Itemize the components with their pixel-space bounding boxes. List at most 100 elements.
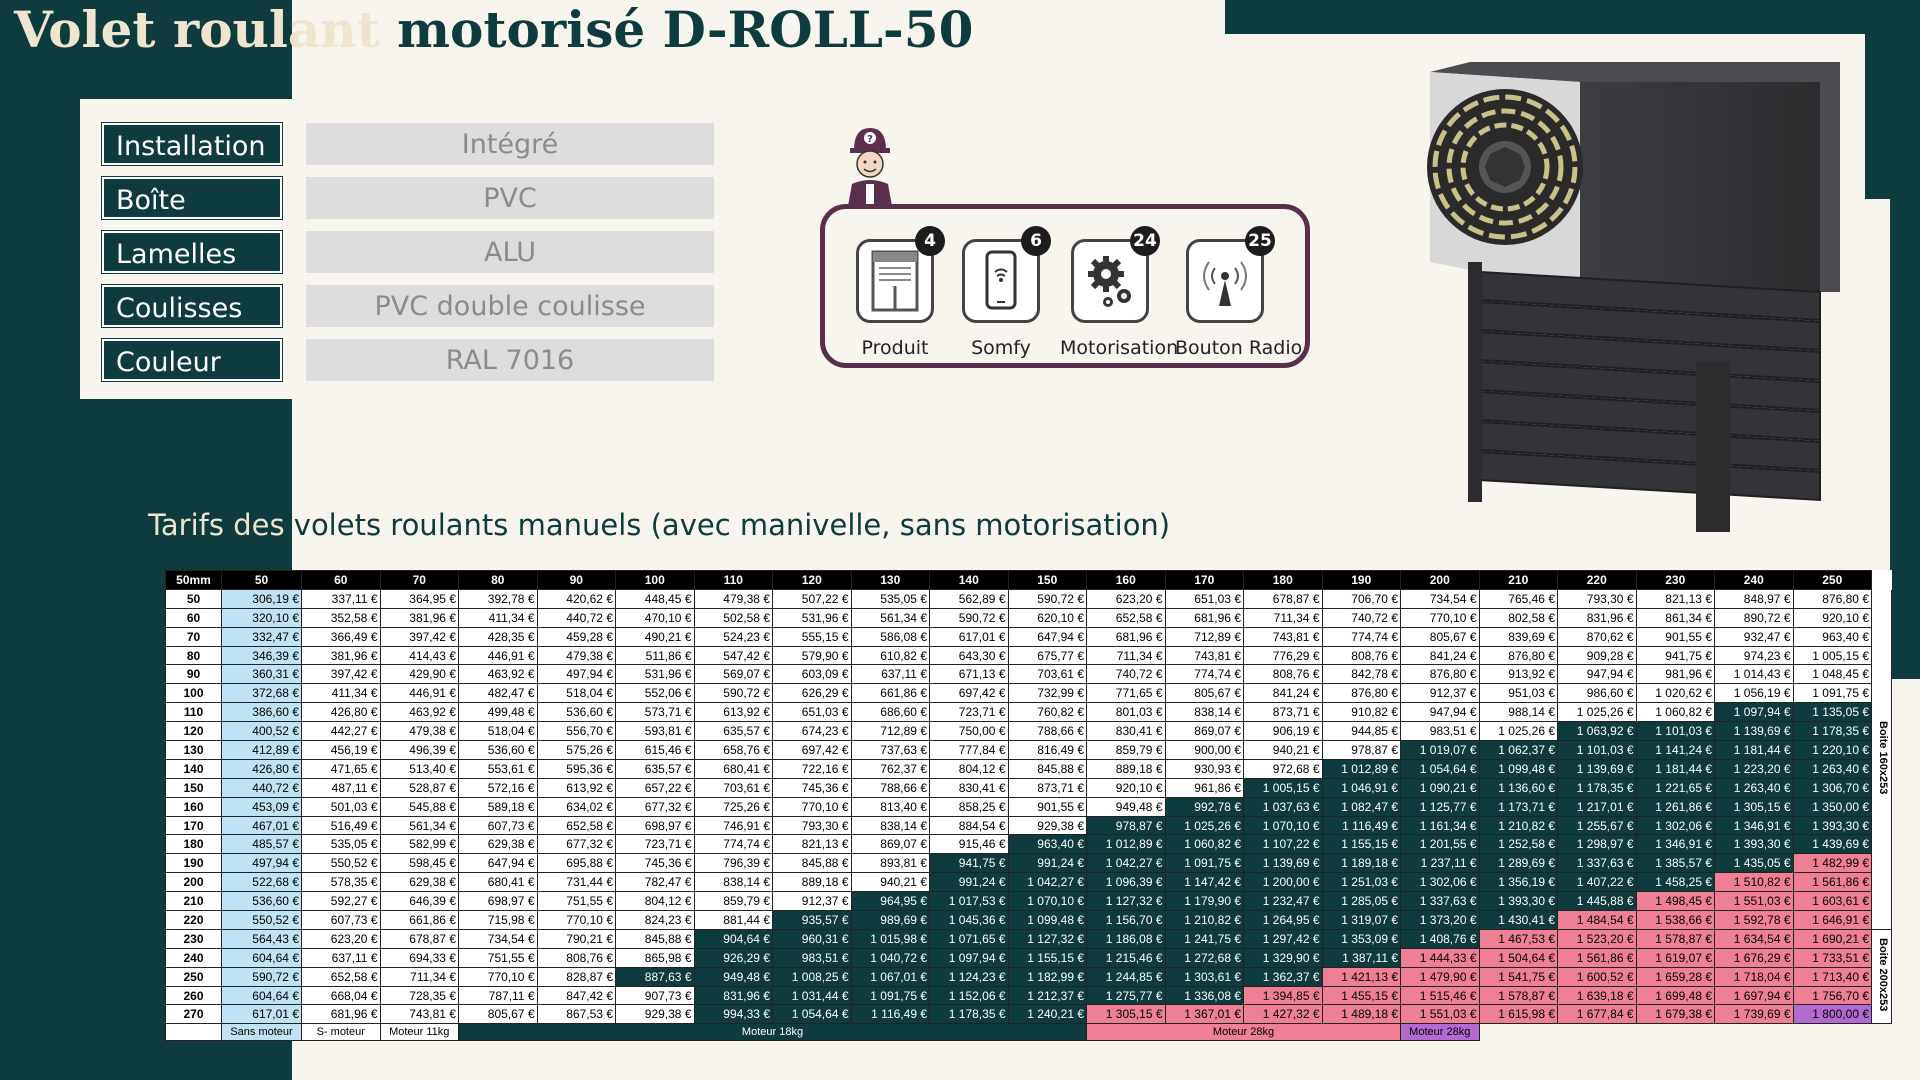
price-cell: 760,82 € xyxy=(1007,702,1087,723)
price-cell: 1 125,77 € xyxy=(1400,796,1480,817)
table-row: 50 306,19 €337,11 €364,95 €392,78 €420,62… xyxy=(165,588,1892,930)
price-cell: 637,11 € xyxy=(301,947,381,968)
price-cell: 681,96 € xyxy=(1164,607,1244,628)
price-cell: 1 096,39 € xyxy=(1086,872,1166,893)
price-cell: 428,35 € xyxy=(458,626,538,647)
price-cell: 501,03 € xyxy=(301,796,381,817)
price-cell: 723,71 € xyxy=(615,834,695,855)
price-cell: 940,21 € xyxy=(1243,740,1323,760)
price-cell: 740,72 € xyxy=(1321,607,1401,628)
option-motorisation[interactable]: 24 Motorisation xyxy=(1060,226,1178,359)
page-title: Volet roulant motorisé D-ROLL-50 xyxy=(14,0,973,59)
price-cell: 910,82 € xyxy=(1321,702,1401,723)
price-cell: 346,39 € xyxy=(221,645,302,666)
price-cell: 1 302,06 € xyxy=(1400,872,1480,893)
price-cell: 848,97 € xyxy=(1714,588,1794,609)
option-bouton-radio[interactable]: 25 Bouton Radio xyxy=(1175,226,1302,359)
price-cell: 420,62 € xyxy=(536,588,616,609)
width-header: 210 xyxy=(1478,570,1558,590)
spec-value: Intégré xyxy=(306,123,714,165)
price-cell: 613,92 € xyxy=(693,702,773,723)
price-cell: 1 337,63 € xyxy=(1557,853,1637,874)
width-header: 110 xyxy=(693,570,773,590)
price-cell: 972,68 € xyxy=(1243,758,1323,779)
price-cell: 1 444,33 € xyxy=(1400,947,1480,968)
price-cell: 1 178,35 € xyxy=(1792,721,1872,742)
motor-legend-cell: Moteur 28kg xyxy=(1086,1023,1401,1042)
price-cell: 1 181,44 € xyxy=(1635,758,1715,779)
table-corner-cell: 50mm xyxy=(165,570,222,590)
price-cell: 828,87 € xyxy=(536,966,616,987)
table-row: 60 320,10 €352,58 €381,96 €411,34 €440,72… xyxy=(165,607,1892,628)
price-cell: 1 263,40 € xyxy=(1792,758,1872,779)
width-header: 50 xyxy=(221,570,302,590)
price-cell: 1 263,40 € xyxy=(1714,777,1794,798)
width-header: 170 xyxy=(1164,570,1244,590)
price-cell: 411,34 € xyxy=(301,683,381,704)
price-cell: 678,87 € xyxy=(1243,588,1323,609)
price-cell: 332,47 € xyxy=(221,626,302,647)
table-row: 250 590,72 €652,58 €711,34 €770,10 €828,8… xyxy=(165,966,1892,987)
price-cell: 652,58 € xyxy=(301,966,381,987)
price-cell: 479,38 € xyxy=(379,721,459,742)
price-cell: 463,92 € xyxy=(379,702,459,723)
width-header: 240 xyxy=(1714,570,1794,590)
price-cell: 1 186,08 € xyxy=(1086,928,1166,949)
price-cell: 1 718,04 € xyxy=(1714,966,1794,987)
price-cell: 1 427,32 € xyxy=(1243,1004,1323,1025)
price-cell: 522,68 € xyxy=(221,872,302,893)
price-cell: 751,55 € xyxy=(536,891,616,912)
price-cell: 873,71 € xyxy=(1243,702,1323,723)
price-cell: 463,92 € xyxy=(458,664,538,685)
width-header: 160 xyxy=(1086,570,1166,590)
price-cell: 926,29 € xyxy=(693,947,773,968)
price-cell: 1 305,15 € xyxy=(1086,1004,1166,1025)
price-cell: 983,51 € xyxy=(772,947,852,968)
price-cell: 1 251,03 € xyxy=(1321,872,1401,893)
price-cell: 582,99 € xyxy=(379,834,459,855)
table-row: 270 617,01 €681,96 €743,81 €805,67 €867,5… xyxy=(165,1004,1892,1025)
window-blind-icon: 4 xyxy=(856,226,945,323)
price-cell: 694,33 € xyxy=(379,947,459,968)
price-cell: 535,05 € xyxy=(850,588,930,609)
price-cell: 1 046,91 € xyxy=(1321,777,1401,798)
price-cell: 607,73 € xyxy=(301,910,381,930)
price-cell: 1 603,61 € xyxy=(1792,891,1872,912)
price-cell: 553,61 € xyxy=(458,758,538,779)
option-produit[interactable]: 4 Produit xyxy=(845,226,945,359)
option-somfy[interactable]: 6 Somfy xyxy=(951,226,1051,359)
price-cell: 1 155,15 € xyxy=(1007,947,1087,968)
box-size-text: Boite 200x253 xyxy=(1877,938,1889,1012)
price-cell: 876,80 € xyxy=(1792,588,1872,609)
price-cell: 805,67 € xyxy=(1164,683,1244,704)
price-cell: 1 337,63 € xyxy=(1400,891,1480,912)
price-cell: 635,57 € xyxy=(615,758,695,779)
price-cell: 901,55 € xyxy=(1007,796,1087,817)
price-cell: 808,76 € xyxy=(1321,645,1401,666)
price-cell: 1 054,64 € xyxy=(772,1004,852,1025)
price-cell: 1 303,61 € xyxy=(1164,966,1244,987)
price-cell: 1 523,20 € xyxy=(1557,928,1637,949)
price-cell: 647,94 € xyxy=(458,853,538,874)
price-cell: 677,32 € xyxy=(615,796,695,817)
price-cell: 1 017,53 € xyxy=(929,891,1009,912)
price-cell: 1 272,68 € xyxy=(1164,947,1244,968)
price-cell: 906,19 € xyxy=(1243,721,1323,742)
spec-card: Installation Intégré Boîte PVC Lamelles … xyxy=(80,99,740,399)
price-cell: 320,10 € xyxy=(221,607,302,628)
price-cell: 1 042,27 € xyxy=(1007,872,1087,893)
price-cell: 838,14 € xyxy=(1164,702,1244,723)
price-cell: 513,40 € xyxy=(379,758,459,779)
price-cell: 1 063,92 € xyxy=(1557,721,1637,742)
price-cell: 1 090,21 € xyxy=(1400,777,1480,798)
price-cell: 372,68 € xyxy=(221,683,302,704)
price-cell: 1 439,69 € xyxy=(1792,834,1872,855)
price-cell: 686,60 € xyxy=(850,702,930,723)
price-cell: 821,13 € xyxy=(772,834,852,855)
price-cell: 586,08 € xyxy=(850,626,930,647)
height-header: 70 xyxy=(165,626,222,647)
price-cell: 629,38 € xyxy=(458,834,538,855)
price-cell: 671,13 € xyxy=(929,664,1009,685)
price-cell: 1 739,69 € xyxy=(1714,1004,1794,1025)
price-cell: 1 056,19 € xyxy=(1714,683,1794,704)
